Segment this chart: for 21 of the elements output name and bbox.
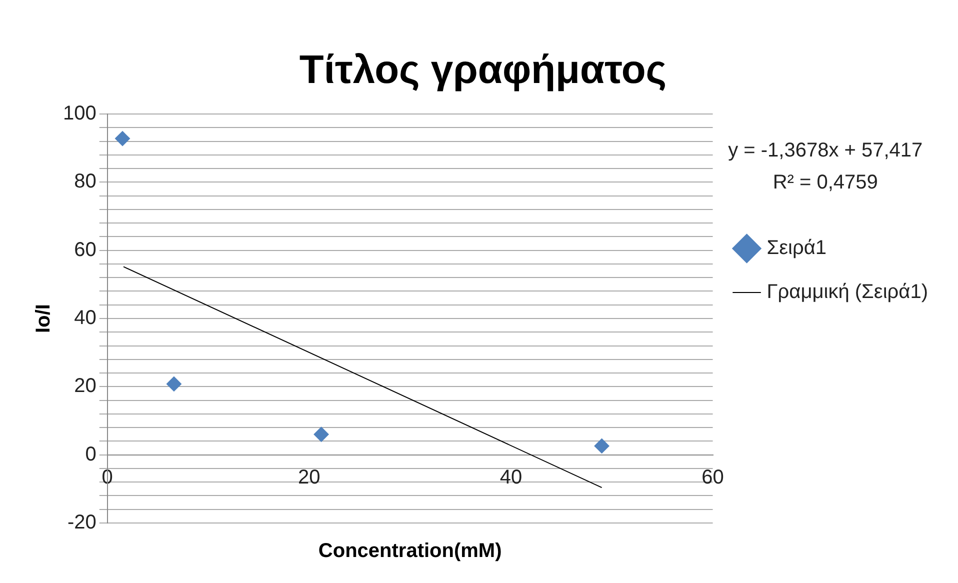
point (115, 131, 130, 146)
chart-title: Τίτλος γραφήματος (299, 48, 667, 92)
x-tick-label: 40 (500, 466, 522, 488)
legend-label: Γραμμική (Σειρά1) (766, 281, 928, 304)
y-tick-label: 0 (85, 443, 96, 466)
y-axis-title: Io/I (32, 304, 55, 333)
text: R² = 0,4759 (772, 172, 878, 194)
x-tick-label: 20 (298, 466, 320, 488)
y-tick-label: 60 (74, 238, 96, 261)
x-axis-title: Concentration(mM) (318, 540, 502, 562)
legend-label: Σειρά1 (766, 237, 827, 260)
point (314, 426, 329, 442)
point (594, 438, 610, 454)
x-tick-label: 60 (702, 466, 724, 488)
y-tick-label: 40 (74, 307, 96, 330)
point (166, 376, 182, 392)
y-tick-label: 100 (62, 102, 96, 125)
y-tick-label: -20 (67, 512, 96, 534)
y-tick-label: 80 (74, 170, 96, 193)
text: y = -1,3678x + 57,417 (728, 140, 923, 162)
y-tick-label: 20 (74, 375, 96, 398)
